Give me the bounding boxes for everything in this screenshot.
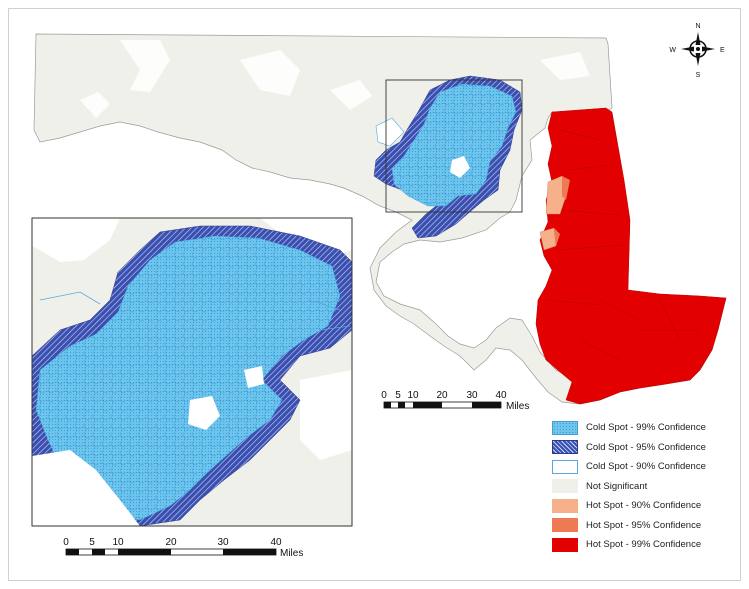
inset-scale-unit: Miles xyxy=(280,548,303,559)
legend-label-cold95: Cold Spot - 95% Confidence xyxy=(586,441,706,453)
compass-s-label: S xyxy=(696,72,701,79)
legend-item-hot99: Hot Spot - 99% Confidence xyxy=(552,535,742,555)
legend-item-not-significant: Not Significant xyxy=(552,477,742,497)
legend-item-hot95: Hot Spot - 95% Confidence xyxy=(552,516,742,536)
inset-scale-tick-20: 20 xyxy=(165,537,177,548)
legend-item-cold99: Cold Spot - 99% Confidence xyxy=(552,418,742,438)
inset-extent-box xyxy=(385,79,523,213)
main-scale-unit: Miles xyxy=(506,401,529,412)
main-scale-bar: 0 5 10 20 30 40 Miles xyxy=(381,390,529,412)
legend-swatch-cold90 xyxy=(552,459,578,474)
legend-label-hot99: Hot Spot - 99% Confidence xyxy=(586,539,702,551)
compass-e-label: E xyxy=(720,47,725,54)
legend-swatch-hot95 xyxy=(552,518,578,533)
inset-scale-tick-30: 30 xyxy=(217,537,229,548)
main-scale-tick-0: 0 xyxy=(381,390,387,401)
inset-holes xyxy=(32,366,264,526)
main-scale-tick-20: 20 xyxy=(436,390,448,401)
inset-scale-tick-5: 5 xyxy=(89,537,95,548)
legend-label-not-significant: Not Significant xyxy=(586,480,648,492)
legend-swatch-not-significant xyxy=(552,479,578,494)
inset-cold-90-lines xyxy=(39,291,351,331)
compass-rose: N S E W xyxy=(669,23,725,79)
legend-swatch-hot90 xyxy=(552,498,578,513)
inset-scale-tick-40: 40 xyxy=(270,537,282,548)
hot-spot-95-region xyxy=(554,176,570,246)
cold-spot-99-main xyxy=(391,83,517,207)
main-hole xyxy=(450,156,470,178)
hot-spot-boundaries xyxy=(545,129,700,361)
inset-scale-bar: 0 5 10 20 30 40 Miles xyxy=(63,537,303,559)
main-scale-tick-10: 10 xyxy=(407,390,419,401)
legend-label-cold90: Cold Spot - 90% Confidence xyxy=(586,461,706,473)
legend-swatch-cold99 xyxy=(552,420,578,435)
cold-spot-90-main xyxy=(375,117,405,147)
main-scale-tick-30: 30 xyxy=(466,390,478,401)
legend-label-hot95: Hot Spot - 95% Confidence xyxy=(586,519,702,531)
legend: Cold Spot - 99% Confidence Cold Spot - 9… xyxy=(552,418,742,555)
legend-swatch-hot99 xyxy=(552,537,578,552)
legend-item-cold95: Cold Spot - 95% Confidence xyxy=(552,438,742,458)
inset-scale-tick-0: 0 xyxy=(63,537,69,548)
legend-label-cold99: Cold Spot - 99% Confidence xyxy=(586,422,706,434)
legend-item-hot90: Hot Spot - 90% Confidence xyxy=(552,496,742,516)
inset-white-gaps xyxy=(32,218,352,460)
white-gaps xyxy=(80,40,590,118)
legend-item-cold90: Cold Spot - 90% Confidence xyxy=(552,457,742,477)
main-scale-tick-40: 40 xyxy=(495,390,507,401)
hot-spot-99-region xyxy=(535,107,727,405)
inset-map xyxy=(31,217,353,527)
main-scale-tick-5: 5 xyxy=(395,390,401,401)
compass-n-label: N xyxy=(695,23,700,30)
legend-swatch-cold95 xyxy=(552,440,578,455)
inset-scale-tick-10: 10 xyxy=(112,537,124,548)
compass-w-label: W xyxy=(669,47,676,54)
legend-label-hot90: Hot Spot - 90% Confidence xyxy=(586,500,702,512)
